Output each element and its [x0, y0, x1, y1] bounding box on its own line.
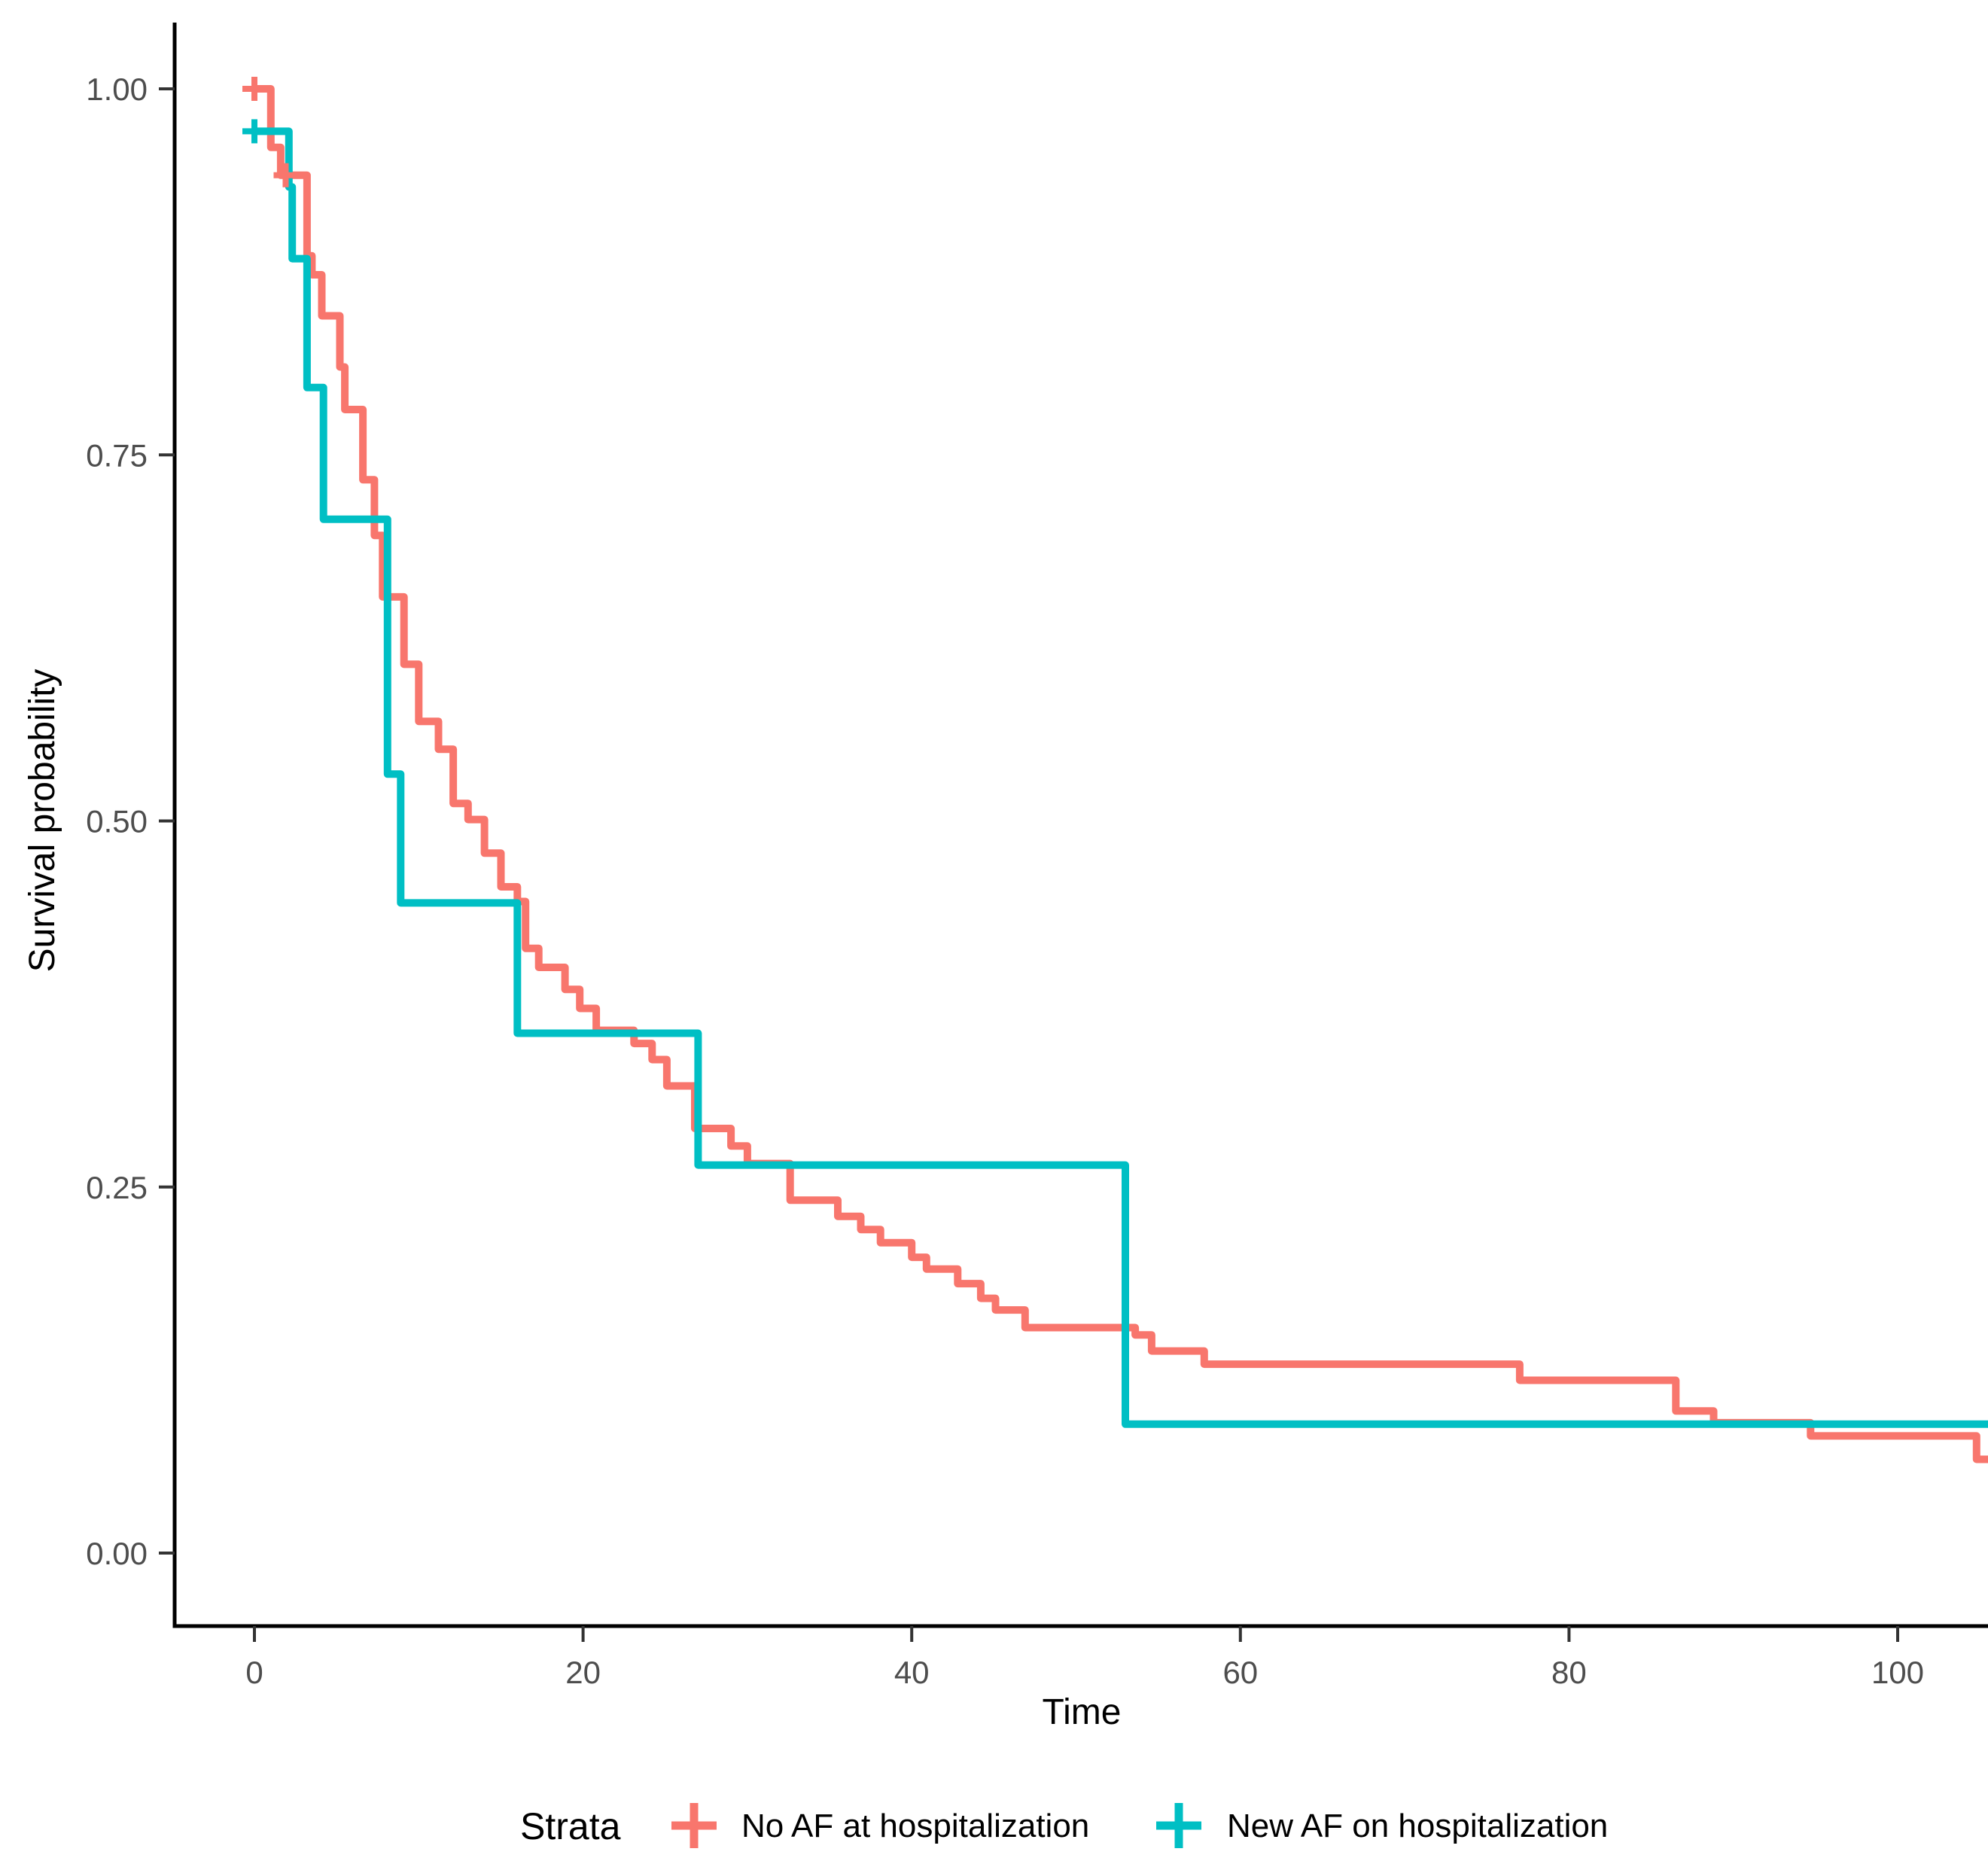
legend: Strata No AF at hospitalization New AF o…: [520, 1803, 1608, 1848]
survival-curve-0: [254, 85, 1988, 1463]
x-tick-marks: [253, 1626, 1899, 1642]
survival-curves: [254, 85, 1988, 1463]
legend-item-label: New AF on hospitalization: [1227, 1808, 1608, 1844]
x-tick-label: 0: [245, 1655, 263, 1690]
legend-key-plus-icon: [671, 1803, 717, 1848]
x-tick-label: 20: [565, 1655, 601, 1690]
y-tick-label: 0.75: [86, 437, 148, 473]
x-tick-label: 80: [1551, 1655, 1587, 1690]
legend-key-plus-icon: [1156, 1803, 1201, 1848]
y-tick-label: 1.00: [86, 72, 148, 107]
x-tick-label: 60: [1222, 1655, 1258, 1690]
legend-item-new-af: New AF on hospitalization: [1156, 1803, 1608, 1848]
x-tick-labels: 0 20 40 60 80 100: [245, 1655, 1924, 1690]
legend-item-no-af: No AF at hospitalization: [671, 1803, 1089, 1848]
y-tick-marks: [159, 87, 175, 1555]
y-tick-label: 0.25: [86, 1170, 148, 1205]
axes: [172, 23, 1988, 1628]
x-axis-title: Time: [1043, 1692, 1122, 1732]
censor-plus-icon: [273, 163, 298, 187]
censor-plus-icon: [242, 77, 266, 101]
y-tick-label: 0.00: [86, 1536, 148, 1571]
y-axis-title: Survival probability: [23, 669, 62, 973]
survival-curve-1: [254, 127, 1988, 1428]
censor-marks: [242, 77, 298, 187]
legend-title: Strata: [520, 1805, 621, 1847]
censor-plus-icon: [242, 119, 266, 144]
x-tick-label: 40: [894, 1655, 930, 1690]
x-tick-label: 100: [1871, 1655, 1924, 1690]
y-tick-label: 0.50: [86, 804, 148, 839]
legend-item-label: No AF at hospitalization: [741, 1808, 1089, 1844]
y-tick-labels: 0.00 0.25 0.50 0.75 1.00: [86, 72, 148, 1571]
